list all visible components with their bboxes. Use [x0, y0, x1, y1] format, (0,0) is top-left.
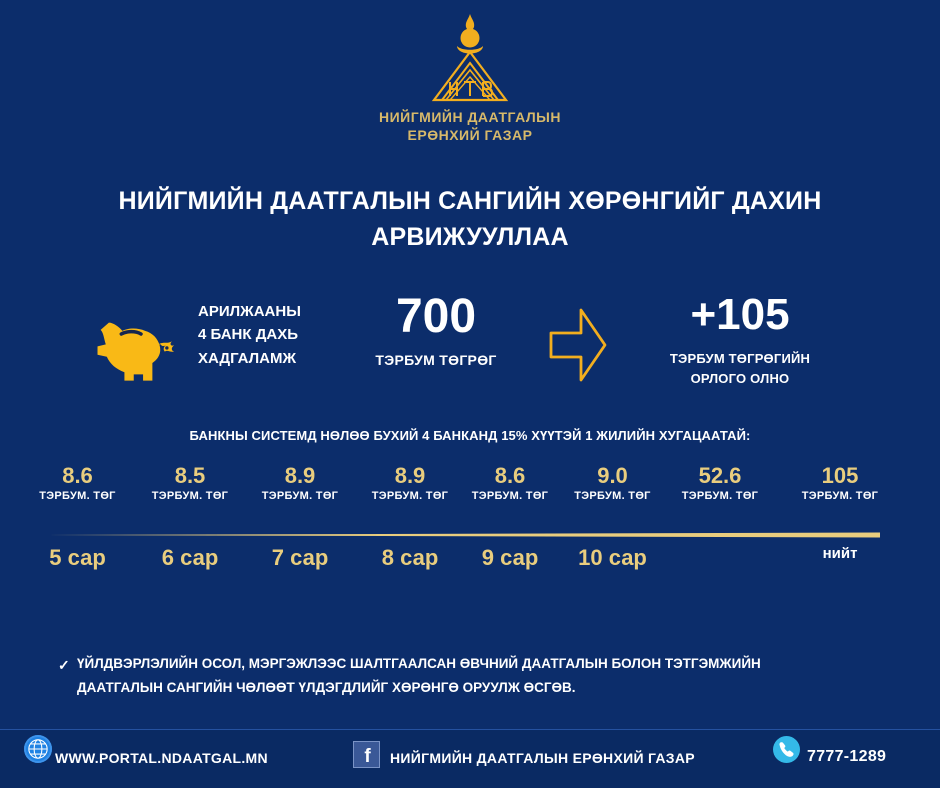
svg-text:f: f: [364, 746, 371, 767]
